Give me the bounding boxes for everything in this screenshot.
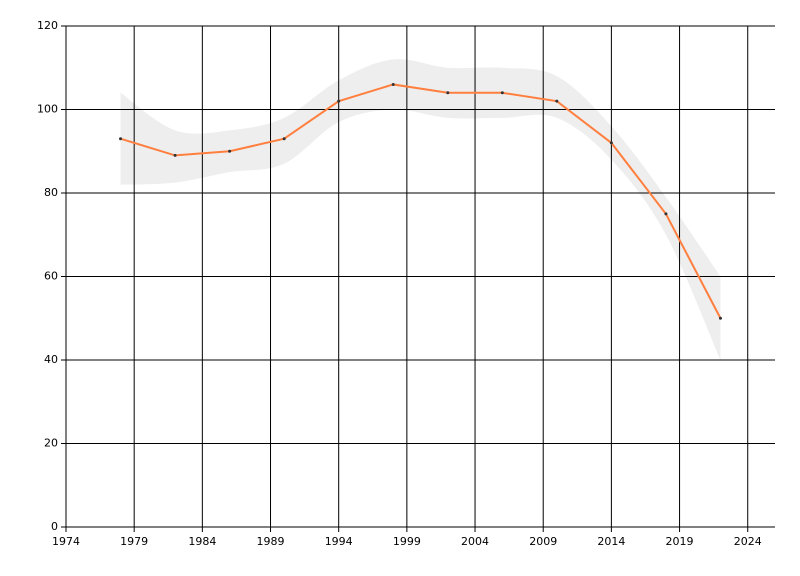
point <box>119 137 123 141</box>
point <box>664 212 668 216</box>
point <box>391 82 395 86</box>
y-tick-label: 120 <box>37 19 58 32</box>
x-tick-label: 2024 <box>734 535 762 548</box>
point <box>446 91 450 95</box>
point <box>173 153 177 157</box>
x-tick-label: 1984 <box>188 535 216 548</box>
line <box>120 83 722 319</box>
x-tick-label: 1974 <box>52 535 80 548</box>
y-tick-label: 20 <box>44 437 58 450</box>
y-tick-label: 100 <box>37 103 58 116</box>
point <box>228 149 232 153</box>
point <box>555 99 559 103</box>
point <box>718 316 722 320</box>
x-tick-label: 2014 <box>597 535 625 548</box>
x-tick-label: 1989 <box>257 535 285 548</box>
point <box>337 99 341 103</box>
x-tick-label: 1994 <box>325 535 353 548</box>
x-tick-label: 1979 <box>120 535 148 548</box>
y-tick-label: 80 <box>44 186 58 199</box>
y-tick-label: 0 <box>51 520 58 533</box>
y-tick-label: 40 <box>44 353 58 366</box>
point <box>282 137 286 141</box>
x-tick-label: 2004 <box>461 535 489 548</box>
x-tick-label: 2019 <box>666 535 694 548</box>
confidence-band <box>120 59 721 360</box>
y-tick-label: 60 <box>44 270 58 283</box>
point <box>609 141 613 145</box>
x-tick-label: 1999 <box>393 535 421 548</box>
point <box>500 91 504 95</box>
x-tick-label: 2009 <box>529 535 557 548</box>
